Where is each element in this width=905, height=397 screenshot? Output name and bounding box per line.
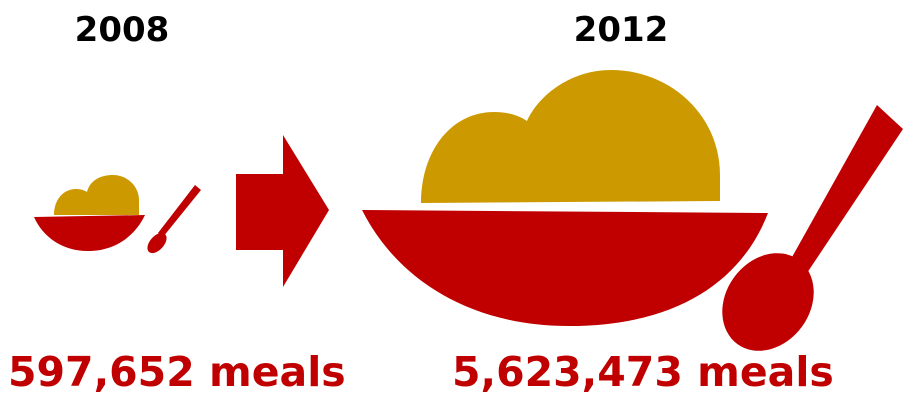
small-spoon-head [147, 232, 167, 254]
small-spoon-icon [147, 185, 201, 254]
small-bowl-icon [34, 175, 145, 251]
small-bowl-base [34, 215, 145, 251]
meals-2008-count: 597,652 meals [8, 348, 346, 396]
large-bowl-base [362, 210, 768, 326]
small-bowl-food [54, 175, 139, 215]
large-spoon-head [722, 253, 814, 351]
large-bowl-icon [362, 70, 768, 326]
large-spoon-icon [722, 105, 903, 351]
arrow-right-icon [236, 135, 329, 287]
meals-2012-count: 5,623,473 meals [452, 348, 834, 396]
large-bowl-food [421, 70, 720, 203]
year-2012-label: 2012 [573, 10, 669, 50]
small-spoon-handle [158, 185, 201, 237]
year-2008-label: 2008 [74, 10, 170, 50]
large-spoon-handle [782, 105, 903, 288]
